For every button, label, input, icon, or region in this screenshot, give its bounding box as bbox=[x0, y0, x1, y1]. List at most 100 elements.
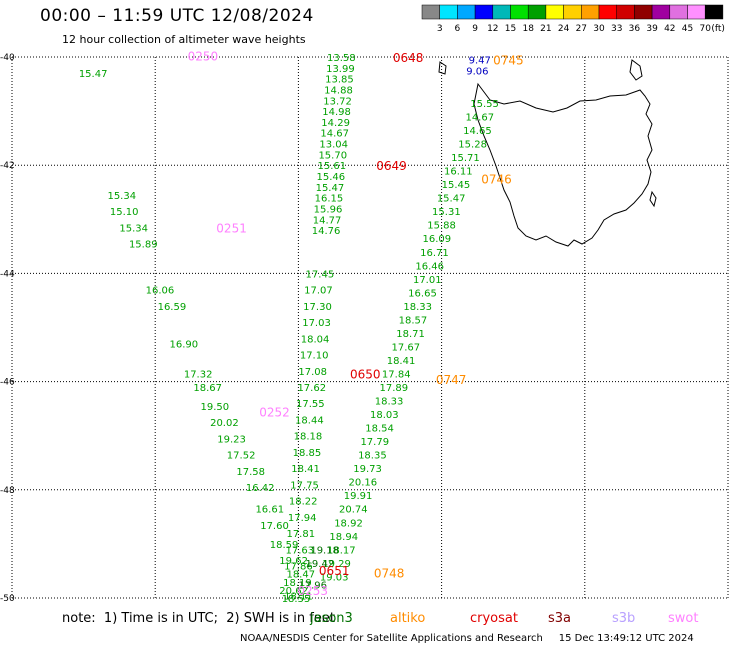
wave-height-label: 15.28 bbox=[458, 140, 487, 151]
wave-height-label: 17.52 bbox=[227, 451, 256, 462]
colorbar-label: 36 bbox=[629, 24, 641, 34]
colorbar-label: 21 bbox=[540, 24, 551, 34]
wave-height-label: 15.55 bbox=[470, 99, 499, 110]
wave-height-label: 15.61 bbox=[317, 161, 346, 172]
colorbar-swatch bbox=[598, 4, 617, 20]
colorbar-label: 42 bbox=[664, 24, 675, 34]
colorbar-label: 18 bbox=[522, 24, 534, 34]
wave-height-label: 15.45 bbox=[442, 180, 471, 191]
wave-height-label: 15.88 bbox=[427, 221, 456, 232]
colorbar-swatch bbox=[439, 4, 458, 20]
pass-time-label: 0251 bbox=[216, 221, 247, 235]
colorbar-swatch bbox=[581, 4, 600, 20]
wave-height-label: 19.42 bbox=[306, 559, 335, 570]
colorbar-swatch bbox=[545, 4, 564, 20]
grid-lines bbox=[11, 56, 729, 599]
wave-height-label: 16.15 bbox=[315, 194, 344, 205]
satellite-legend-s3a: s3a bbox=[548, 611, 572, 626]
wave-height-label: 19.23 bbox=[217, 434, 246, 445]
wave-height-label: 17.60 bbox=[260, 521, 289, 532]
pass-time-label: 0250 bbox=[188, 49, 219, 63]
wave-height-label: 19.91 bbox=[344, 491, 373, 502]
wave-height-label: 15.46 bbox=[317, 172, 346, 183]
chart-title: 00:00 – 11:59 UTC 12/08/2024 bbox=[40, 6, 314, 26]
credit-line: NOAA/NESDIS Center for Satellite Applica… bbox=[240, 633, 694, 644]
colorbar-label: 6 bbox=[455, 24, 461, 34]
wave-height-label: 17.55 bbox=[296, 399, 325, 410]
satellite-legend-cryosat: cryosat bbox=[470, 611, 518, 626]
wave-height-label: 18.57 bbox=[399, 315, 428, 326]
tasmania-coastline bbox=[438, 59, 657, 247]
y-tick-label: -50 bbox=[0, 594, 15, 604]
wave-height-label: 18.11 bbox=[284, 591, 313, 602]
y-tick-label: -40 bbox=[0, 53, 15, 63]
colorbar-label: 9 bbox=[472, 24, 478, 34]
wave-height-chart: 3 6 9 12 15 18 21 24 27 30 33 36 39 42 45 70 (ft) 17.451… bbox=[0, 4, 729, 605]
wave-height-label: 15.47 bbox=[316, 183, 345, 194]
pass-time-label: 0748 bbox=[374, 567, 405, 581]
wave-height-label: 18.18 bbox=[294, 432, 323, 443]
wave-height-label: 18.44 bbox=[295, 415, 324, 426]
wave-height-label: 18.22 bbox=[289, 497, 318, 508]
colorbar-swatch bbox=[616, 4, 635, 20]
wave-height-label: 13.58 bbox=[327, 53, 356, 64]
wave-height-label: 14.65 bbox=[463, 126, 492, 137]
wave-height-label: 13.04 bbox=[319, 140, 348, 151]
pass-time-label: 0651 bbox=[319, 564, 350, 578]
colorbar-label: 3 bbox=[437, 24, 443, 34]
wave-height-label: 16.11 bbox=[444, 167, 473, 178]
wave-height-label: 17.10 bbox=[300, 351, 329, 362]
wave-height-label: 15.34 bbox=[119, 223, 148, 234]
wave-height-label: 18.55 bbox=[282, 594, 311, 605]
wave-height-label: 15.96 bbox=[314, 204, 343, 215]
colorbar-label: 70 bbox=[699, 24, 711, 34]
flinders-island bbox=[629, 59, 643, 81]
wave-height-label: 16.65 bbox=[408, 288, 437, 299]
satellite-legend-s3b: s3b bbox=[612, 611, 636, 626]
wave-height-label: 20.74 bbox=[339, 505, 368, 516]
pass-time-label: 0650 bbox=[350, 367, 381, 381]
wave-height-label: 9.47 bbox=[469, 56, 491, 67]
colorbar-label: 12 bbox=[487, 24, 498, 34]
colorbar-swatch bbox=[421, 4, 440, 20]
wave-height-label: 15.47 bbox=[79, 69, 108, 80]
wave-height-label: 18.92 bbox=[334, 518, 363, 529]
axes: 135138141144147150-40-42-44-46-48-50 bbox=[0, 53, 15, 604]
wave-height-label: 17.03 bbox=[302, 318, 331, 329]
wave-height-label: 17.94 bbox=[288, 513, 317, 524]
wave-height-label: 17.67 bbox=[391, 342, 420, 353]
maria-island bbox=[649, 190, 657, 208]
footer-note: note: 1) Time is in UTC; 2) SWH is in fe… bbox=[62, 611, 335, 626]
pass-time-label: 0747 bbox=[436, 373, 467, 387]
wave-height-label: 16.61 bbox=[255, 505, 284, 516]
wave-height-label: 16.59 bbox=[158, 302, 187, 313]
wave-height-label: 15.71 bbox=[451, 153, 480, 164]
colorbar-unit: (ft) bbox=[711, 24, 725, 34]
wave-height-label: 19.18 bbox=[310, 545, 339, 556]
tasmania-coastline-path bbox=[473, 82, 653, 247]
wave-height-label: 15.31 bbox=[432, 207, 461, 218]
pass-time-label: 0746 bbox=[481, 173, 512, 187]
colorbar-swatch bbox=[474, 4, 494, 20]
wave-height-label: 15.70 bbox=[318, 150, 347, 161]
wave-height-label: 13.85 bbox=[325, 75, 354, 86]
wave-height-label: 16.09 bbox=[423, 234, 452, 245]
wave-height-label: 17.81 bbox=[286, 529, 315, 540]
colorbar-label: 15 bbox=[505, 24, 516, 34]
wave-height-label: 17.01 bbox=[413, 275, 442, 286]
satellite-legend-jason3: jason3 bbox=[310, 611, 353, 626]
wave-height-label: 15.34 bbox=[107, 191, 136, 202]
wave-height-label: 19.62 bbox=[279, 556, 308, 567]
wave-height-label: 18.85 bbox=[293, 448, 322, 459]
satellite-legend-swot: swot bbox=[668, 611, 699, 626]
wave-height-label: 15.47 bbox=[437, 194, 466, 205]
wave-height-label: 14.77 bbox=[313, 215, 342, 226]
colorbar-label: 24 bbox=[558, 24, 570, 34]
wave-height-label: 14.98 bbox=[322, 107, 351, 118]
wave-height-label: 18.33 bbox=[375, 397, 404, 408]
wave-height-label: 17.89 bbox=[380, 383, 409, 394]
wave-height-label: 18.35 bbox=[358, 451, 387, 462]
colorbar-swatch bbox=[457, 4, 476, 20]
y-tick-label: -42 bbox=[0, 161, 15, 171]
wave-height-label: 16.42 bbox=[246, 483, 275, 494]
